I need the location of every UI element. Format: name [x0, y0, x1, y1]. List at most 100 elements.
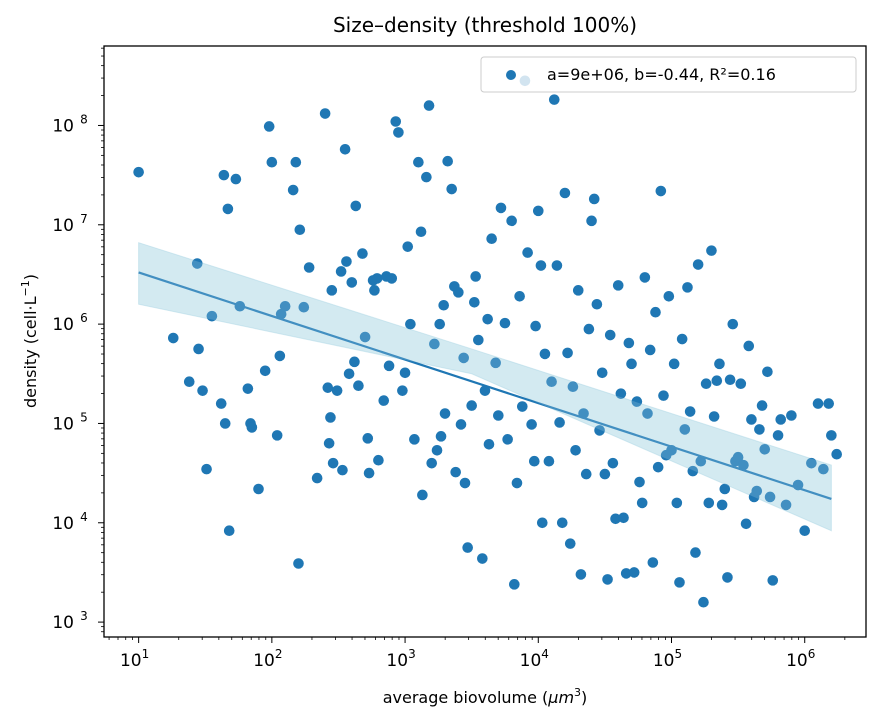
confidence-band: [138, 241, 832, 532]
y-tick-base: 10: [52, 315, 74, 335]
scatter-point: [434, 318, 446, 330]
scatter-point: [575, 569, 587, 580]
y-tick-label: 10 7: [52, 212, 87, 236]
y-tick-label: 10 8: [52, 112, 87, 136]
scatter-point: [326, 285, 338, 296]
scatter-point: [462, 542, 473, 553]
scatter-point: [823, 398, 834, 409]
scatter-point: [266, 156, 278, 168]
scatter-point: [191, 258, 203, 269]
scatter-point: [780, 499, 792, 511]
scatter-point: [526, 419, 537, 430]
scatter-point: [559, 187, 571, 199]
x-axis-label-var: μm: [547, 688, 574, 707]
scatter-point: [417, 489, 428, 501]
scatter-point: [133, 166, 144, 178]
scatter-point: [580, 468, 592, 480]
y-tick-base: 10: [52, 414, 74, 434]
scatter-point: [530, 320, 541, 332]
scatter-point: [393, 127, 404, 138]
scatter-point: [615, 388, 627, 399]
scatter-point: [746, 414, 757, 425]
scatter-point: [493, 410, 504, 421]
scatter-point: [218, 169, 230, 181]
scatter-point: [639, 272, 651, 283]
scatter-point: [263, 121, 275, 132]
scatter-point: [719, 483, 731, 495]
x-tick-label: 106: [786, 647, 815, 671]
scatter-point: [459, 477, 471, 489]
x-tick-base: 10: [520, 651, 542, 671]
scatter-point: [642, 408, 653, 419]
scatter-point: [727, 318, 739, 330]
scatter-point: [658, 390, 669, 401]
scatter-point: [222, 203, 234, 215]
scatter-point: [431, 444, 443, 456]
scatter-point: [767, 575, 779, 586]
scatter-point: [644, 344, 656, 356]
scatter-point: [562, 347, 573, 359]
scatter-point: [363, 467, 375, 479]
scatter-point: [353, 380, 364, 392]
legend: a=9e+06, b=-0.44, R²=0.16: [480, 56, 857, 93]
scatter-point: [409, 434, 420, 445]
scatter-point: [335, 266, 347, 277]
scatter-point: [772, 430, 784, 441]
scatter-point: [679, 424, 691, 435]
y-tick-base: 10: [52, 514, 74, 534]
scatter-point: [564, 538, 576, 549]
scatter-point: [554, 417, 565, 428]
scatter-point: [588, 193, 600, 205]
x-tick-label: 101: [120, 647, 149, 671]
scatter-point: [290, 156, 302, 168]
scatter-point: [738, 459, 749, 471]
y-tick-exponent: 7: [80, 212, 88, 226]
scatter-point: [740, 518, 752, 530]
x-axis-label-text: average biovolume (: [383, 688, 549, 707]
scatter-point: [486, 233, 497, 244]
y-tick-exponent: 5: [80, 410, 88, 424]
scatter-point: [482, 313, 493, 325]
scatter-point: [806, 457, 817, 469]
y-tick-label: 10 3: [52, 609, 87, 633]
scatter-point: [610, 513, 621, 525]
x-axis-ticks: 101 102 103 104 105 106: [108, 637, 846, 671]
scatter-point: [413, 156, 424, 168]
scatter-point: [371, 273, 383, 284]
scatter-point: [695, 455, 707, 467]
band-overlay-layer: [138, 242, 832, 531]
scatter-point: [714, 358, 725, 370]
scatter-point: [357, 248, 368, 259]
scatter-point: [602, 574, 613, 585]
scatter-point: [663, 291, 675, 302]
scatter-point: [346, 277, 358, 288]
scatter-point: [690, 547, 701, 558]
scatter-point: [628, 567, 640, 578]
x-tick-label: 103: [386, 647, 415, 671]
scatter-point: [499, 317, 511, 329]
scatter-point: [532, 205, 544, 217]
scatter-point: [831, 448, 842, 460]
scatter-point: [612, 280, 624, 291]
scatter-point: [362, 433, 374, 444]
scatter-point: [242, 383, 254, 394]
y-tick-label: 10 6: [52, 311, 87, 335]
scatter-point: [435, 431, 447, 442]
scatter-point: [215, 398, 227, 409]
scatter-point: [539, 348, 551, 360]
scatter-point: [423, 100, 435, 111]
y-tick-exponent: 4: [80, 510, 88, 524]
x-tick-base: 10: [653, 651, 675, 671]
scatter-point: [293, 558, 304, 569]
scatter-point: [647, 557, 659, 568]
fit-line: [138, 271, 832, 500]
scatter-point: [583, 323, 595, 335]
scatter-point: [706, 245, 717, 256]
scatter-point: [650, 306, 661, 318]
y-tick-exponent: 3: [80, 609, 88, 623]
scatter-point: [536, 517, 548, 529]
scatter-point: [183, 376, 195, 388]
scatter-point: [631, 396, 643, 407]
scatter-point: [724, 374, 736, 386]
